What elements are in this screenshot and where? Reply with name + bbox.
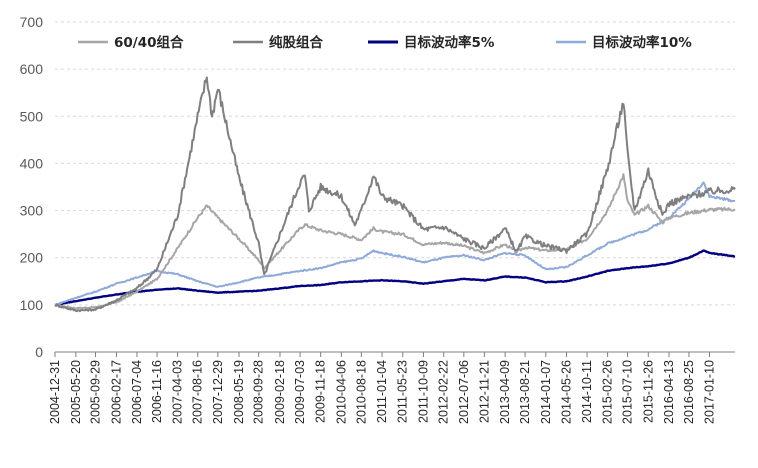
legend-label: 目标波动率10%	[592, 34, 692, 51]
x-tick-label: 2015-07-10	[621, 360, 635, 424]
gridlines	[55, 21, 735, 306]
x-tick-label: 2011-10-09	[417, 360, 431, 423]
y-tick-label: 600	[20, 61, 44, 77]
x-tick-label: 2005-09-29	[89, 360, 103, 424]
x-tick-label: 2014-10-11	[580, 360, 594, 423]
legend-label: 纯股组合	[269, 34, 323, 51]
x-tick-label: 2009-02-18	[273, 360, 287, 424]
y-axis-tick-labels: 0 100 200 300 400 500 600 700	[20, 14, 44, 360]
series-line-2	[54, 76, 736, 313]
y-tick-label: 700	[20, 14, 44, 30]
x-tick-label: 2010-08-18	[354, 360, 368, 424]
x-tick-label: 2006-07-04	[130, 360, 144, 424]
y-tick-label: 200	[20, 250, 44, 266]
x-tick-label: 2011-05-23	[396, 360, 410, 423]
x-tick-label: 2008-09-28	[252, 360, 266, 424]
legend: 60/40组合 纯股组合 目标波动率5% 目标波动率10%	[78, 34, 692, 51]
x-tick-label: 2004-12-31	[48, 360, 62, 424]
x-tick-label: 2013-04-09	[498, 360, 512, 424]
x-tick-label: 2009-07-03	[293, 360, 307, 424]
series-line-4	[54, 181, 736, 306]
legend-label: 60/40组合	[114, 34, 184, 51]
x-tick-label: 2007-04-03	[171, 360, 185, 424]
x-tick-label: 2015-11-26	[641, 360, 655, 423]
x-axis	[54, 351, 735, 357]
x-tick-label: 2016-08-25	[682, 360, 696, 424]
series-line-1	[54, 173, 736, 310]
x-tick-label: 2006-11-16	[150, 360, 164, 423]
x-tick-label: 2008-05-19	[232, 360, 246, 424]
x-tick-label: 2010-04-06	[334, 360, 348, 424]
y-tick-label: 400	[20, 155, 44, 171]
x-tick-label: 2013-08-21	[518, 360, 532, 424]
x-tick-label: 2006-02-17	[110, 360, 124, 424]
x-tick-label: 2007-08-16	[191, 360, 205, 424]
x-tick-label: 2005-05-20	[69, 360, 83, 424]
x-tick-label: 2015-02-26	[601, 360, 615, 424]
x-tick-label: 2012-02-22	[437, 360, 451, 424]
x-tick-label: 2014-05-26	[560, 360, 574, 424]
x-tick-label: 2016-04-13	[662, 360, 676, 424]
legend-label: 目标波动率5%	[404, 34, 495, 51]
x-tick-label: 2011-01-04	[375, 360, 389, 423]
y-tick-label: 100	[20, 297, 44, 313]
x-tick-label: 2012-07-06	[457, 360, 471, 424]
x-tick-label: 2017-01-10	[703, 360, 717, 424]
x-axis-tick-labels: 2004-12-31 2005-05-20 2005-09-29 2006-02-17…	[48, 360, 717, 424]
series-lines	[54, 76, 736, 313]
x-tick-label: 2007-12-29	[211, 360, 225, 424]
y-tick-label: 0	[35, 344, 43, 360]
series-line-3	[54, 249, 736, 307]
y-tick-label: 300	[20, 203, 44, 219]
x-tick-label: 2014-01-07	[539, 360, 553, 424]
x-tick-label: 2009-11-18	[314, 360, 328, 423]
y-tick-label: 500	[20, 108, 44, 124]
x-tick-label: 2012-11-21	[477, 360, 491, 423]
